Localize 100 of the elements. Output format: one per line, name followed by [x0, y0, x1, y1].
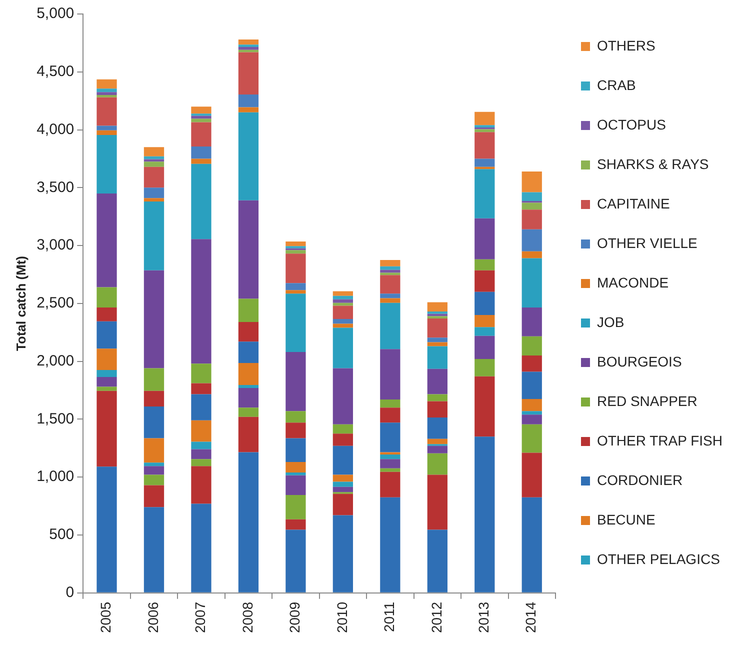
x-tick-label: 2012: [428, 602, 444, 634]
bar: [286, 438, 306, 462]
bar: [522, 424, 542, 453]
bar: [96, 287, 117, 308]
bar: [332, 306, 354, 320]
bar: [522, 411, 542, 415]
bar: [522, 202, 542, 210]
bar: [286, 250, 306, 254]
y-axis-title: Total catch (Mt): [13, 256, 28, 351]
bar: [522, 251, 542, 258]
bar: [474, 315, 495, 328]
bar: [380, 272, 400, 276]
bar: [238, 408, 259, 417]
bar: [286, 283, 306, 290]
bar: [474, 112, 495, 126]
bar: [522, 372, 542, 399]
bar: [380, 298, 400, 303]
bar: [144, 198, 164, 202]
bar: [238, 363, 259, 386]
bar: [380, 459, 400, 468]
bar: [286, 472, 306, 476]
bar: [522, 452, 542, 498]
bar: [96, 79, 117, 89]
bar: [380, 294, 400, 298]
bar: [332, 474, 354, 482]
bar: [238, 452, 259, 592]
bar: [96, 130, 117, 135]
legend-label: OTHERS: [596, 37, 656, 54]
x-tick-label: 2005: [98, 602, 114, 634]
bar: [474, 336, 495, 359]
y-tick-label: 0: [66, 584, 74, 601]
bar: [144, 188, 164, 198]
bar: [238, 52, 259, 94]
bar: [474, 259, 495, 270]
bar: [191, 158, 212, 164]
bar: [144, 406, 164, 438]
bar: [286, 290, 306, 294]
y-tick-label: 3,000: [36, 236, 74, 254]
bar: [144, 390, 164, 406]
bar: [191, 122, 212, 147]
bar: [427, 346, 448, 369]
bar: [191, 146, 212, 159]
y-tick-label: 500: [49, 526, 74, 544]
legend-label: BECUNE: [596, 511, 656, 528]
bar: [380, 497, 400, 592]
x-tick-label: 2013: [476, 602, 492, 634]
legend-label: CAPITAINE: [596, 195, 670, 212]
y-tick-label: 3,500: [36, 178, 74, 196]
bar: [144, 166, 164, 188]
legend-label: OTHER VIELLE: [596, 234, 698, 251]
bar: [191, 459, 212, 466]
bar: [332, 368, 354, 424]
legend-label: MACONDE: [596, 274, 669, 290]
bar: [191, 383, 212, 394]
bar: [522, 356, 542, 372]
bar: [380, 454, 400, 460]
bar: [286, 530, 306, 592]
bar: [286, 422, 306, 438]
bar: [332, 515, 354, 592]
bar: [144, 507, 164, 592]
bar: [427, 446, 448, 454]
bar: [474, 292, 495, 316]
bar: [474, 132, 495, 159]
legend-label: BOURGEOIS: [596, 353, 682, 370]
bar: [522, 171, 542, 192]
bar: [96, 466, 117, 592]
bar: [144, 202, 164, 270]
bar: [427, 474, 448, 530]
legend-label: SHARKS & RAYS: [596, 156, 709, 172]
bar: [427, 401, 448, 418]
bar: [96, 92, 117, 96]
bar: [144, 147, 164, 156]
bar: [474, 436, 495, 592]
x-tick-label: 2011: [381, 602, 398, 632]
bar: [144, 156, 164, 160]
bar: [238, 107, 259, 112]
legend-label: OTHER TRAP FISH: [596, 432, 723, 448]
bar: [474, 270, 495, 292]
bar: [522, 210, 542, 230]
bar: [522, 229, 542, 252]
bar: [427, 394, 448, 402]
bar: [96, 348, 117, 370]
bar: [191, 239, 212, 364]
bar: [238, 385, 259, 388]
bar: [522, 336, 542, 356]
bar: [474, 359, 495, 376]
bar: [238, 298, 259, 322]
bar: [96, 321, 117, 349]
bar: [332, 424, 354, 434]
bar: [332, 434, 354, 446]
bar: [144, 270, 164, 368]
bar: [286, 495, 306, 520]
bar: [522, 307, 542, 336]
y-tick-label: 1,500: [36, 410, 74, 428]
bar: [332, 328, 354, 368]
bar: [474, 169, 495, 218]
bar: [380, 275, 400, 294]
bar: [380, 422, 400, 452]
bar: [286, 519, 306, 530]
bar: [427, 302, 448, 312]
